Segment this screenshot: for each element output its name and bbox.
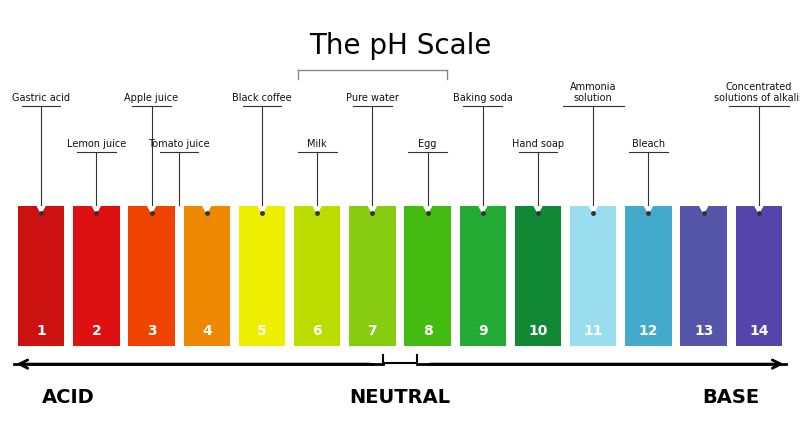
Polygon shape (203, 206, 210, 213)
Polygon shape (479, 206, 486, 213)
Polygon shape (424, 206, 431, 213)
Bar (460, 206, 506, 346)
Polygon shape (755, 206, 762, 213)
Polygon shape (700, 206, 707, 213)
Text: ACID: ACID (42, 388, 95, 407)
Polygon shape (148, 206, 155, 213)
Text: BASE: BASE (702, 388, 760, 407)
Polygon shape (38, 206, 45, 213)
Bar (294, 206, 340, 346)
Bar (183, 206, 230, 346)
Text: Baking soda: Baking soda (453, 93, 513, 103)
Polygon shape (369, 206, 376, 213)
Text: 7: 7 (367, 324, 378, 338)
Text: Ammonia
solution: Ammonia solution (570, 82, 617, 103)
Text: 11: 11 (583, 324, 603, 338)
Bar (736, 206, 782, 346)
Text: Pure water: Pure water (346, 93, 399, 103)
Bar (515, 206, 562, 346)
Bar (681, 206, 727, 346)
Bar (405, 206, 450, 346)
Text: 3: 3 (146, 324, 156, 338)
Text: 4: 4 (202, 324, 212, 338)
Text: 1: 1 (36, 324, 46, 338)
Text: 9: 9 (478, 324, 488, 338)
Text: Tomato juice: Tomato juice (148, 139, 210, 149)
Bar (238, 206, 285, 346)
Text: Bleach: Bleach (632, 139, 665, 149)
Bar (128, 206, 174, 346)
Text: NEUTRAL: NEUTRAL (350, 388, 450, 407)
Polygon shape (258, 206, 266, 213)
Bar (570, 206, 617, 346)
Bar (18, 206, 64, 346)
Polygon shape (93, 206, 100, 213)
Text: 10: 10 (528, 324, 548, 338)
Text: Apple juice: Apple juice (125, 93, 178, 103)
Bar (626, 206, 672, 346)
Text: Hand soap: Hand soap (512, 139, 564, 149)
Text: 2: 2 (91, 324, 102, 338)
Text: Milk: Milk (307, 139, 327, 149)
Text: The pH Scale: The pH Scale (309, 33, 491, 60)
Polygon shape (645, 206, 652, 213)
Text: Black coffee: Black coffee (232, 93, 292, 103)
Text: 12: 12 (638, 324, 658, 338)
Polygon shape (314, 206, 321, 213)
Polygon shape (534, 206, 542, 213)
Text: 14: 14 (749, 324, 769, 338)
Text: 13: 13 (694, 324, 714, 338)
Bar (350, 206, 395, 346)
Polygon shape (590, 206, 597, 213)
Bar (73, 206, 119, 346)
Text: 8: 8 (422, 324, 433, 338)
Text: 5: 5 (257, 324, 267, 338)
Text: Lemon juice: Lemon juice (66, 139, 126, 149)
Text: 6: 6 (312, 324, 322, 338)
Text: Gastric acid: Gastric acid (12, 93, 70, 103)
Text: Egg: Egg (418, 139, 437, 149)
Text: Concentrated
solutions of alkalis: Concentrated solutions of alkalis (714, 82, 800, 103)
